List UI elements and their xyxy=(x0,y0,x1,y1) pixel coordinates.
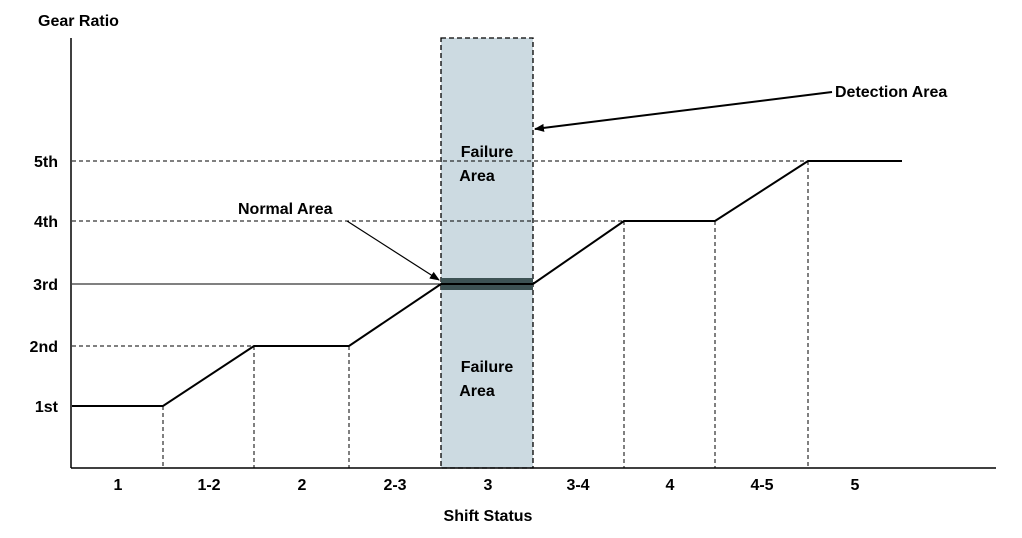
normal-area-label: Normal Area xyxy=(238,201,333,218)
failure-area-lower-line1: Failure xyxy=(461,359,514,376)
x-tick-label: 5 xyxy=(851,477,860,494)
x-tick-label: 2-3 xyxy=(383,477,406,494)
gear-ratio-profile xyxy=(72,160,902,407)
y-tick-label: 3rd xyxy=(33,277,58,294)
y-tick-label: 4th xyxy=(34,214,58,231)
x-tick-label: 4-5 xyxy=(750,477,773,494)
y-tick-label: 5th xyxy=(34,154,58,171)
detection-area-label: Detection Area xyxy=(835,84,947,101)
x-tick-label: 1 xyxy=(114,477,123,494)
x-tick-label: 1-2 xyxy=(197,477,220,494)
failure-area-upper-line2: Area xyxy=(459,168,495,185)
x-tick-label: 3 xyxy=(484,477,493,494)
y-tick-label: 2nd xyxy=(30,339,58,356)
x-axis-title: Shift Status xyxy=(444,508,533,525)
x-tick-label: 4 xyxy=(666,477,675,494)
x-tick-label: 2 xyxy=(298,477,307,494)
y-axis-title: Gear Ratio xyxy=(38,13,119,30)
detection-area xyxy=(440,37,534,469)
y-tick-label: 1st xyxy=(35,399,59,416)
failure-area-lower-line2: Area xyxy=(459,383,495,400)
failure-area-upper-line1: Failure xyxy=(461,144,514,161)
normal-area-arrow xyxy=(346,220,440,281)
x-tick-label: 3-4 xyxy=(566,477,589,494)
detection-area-arrow xyxy=(534,91,833,132)
